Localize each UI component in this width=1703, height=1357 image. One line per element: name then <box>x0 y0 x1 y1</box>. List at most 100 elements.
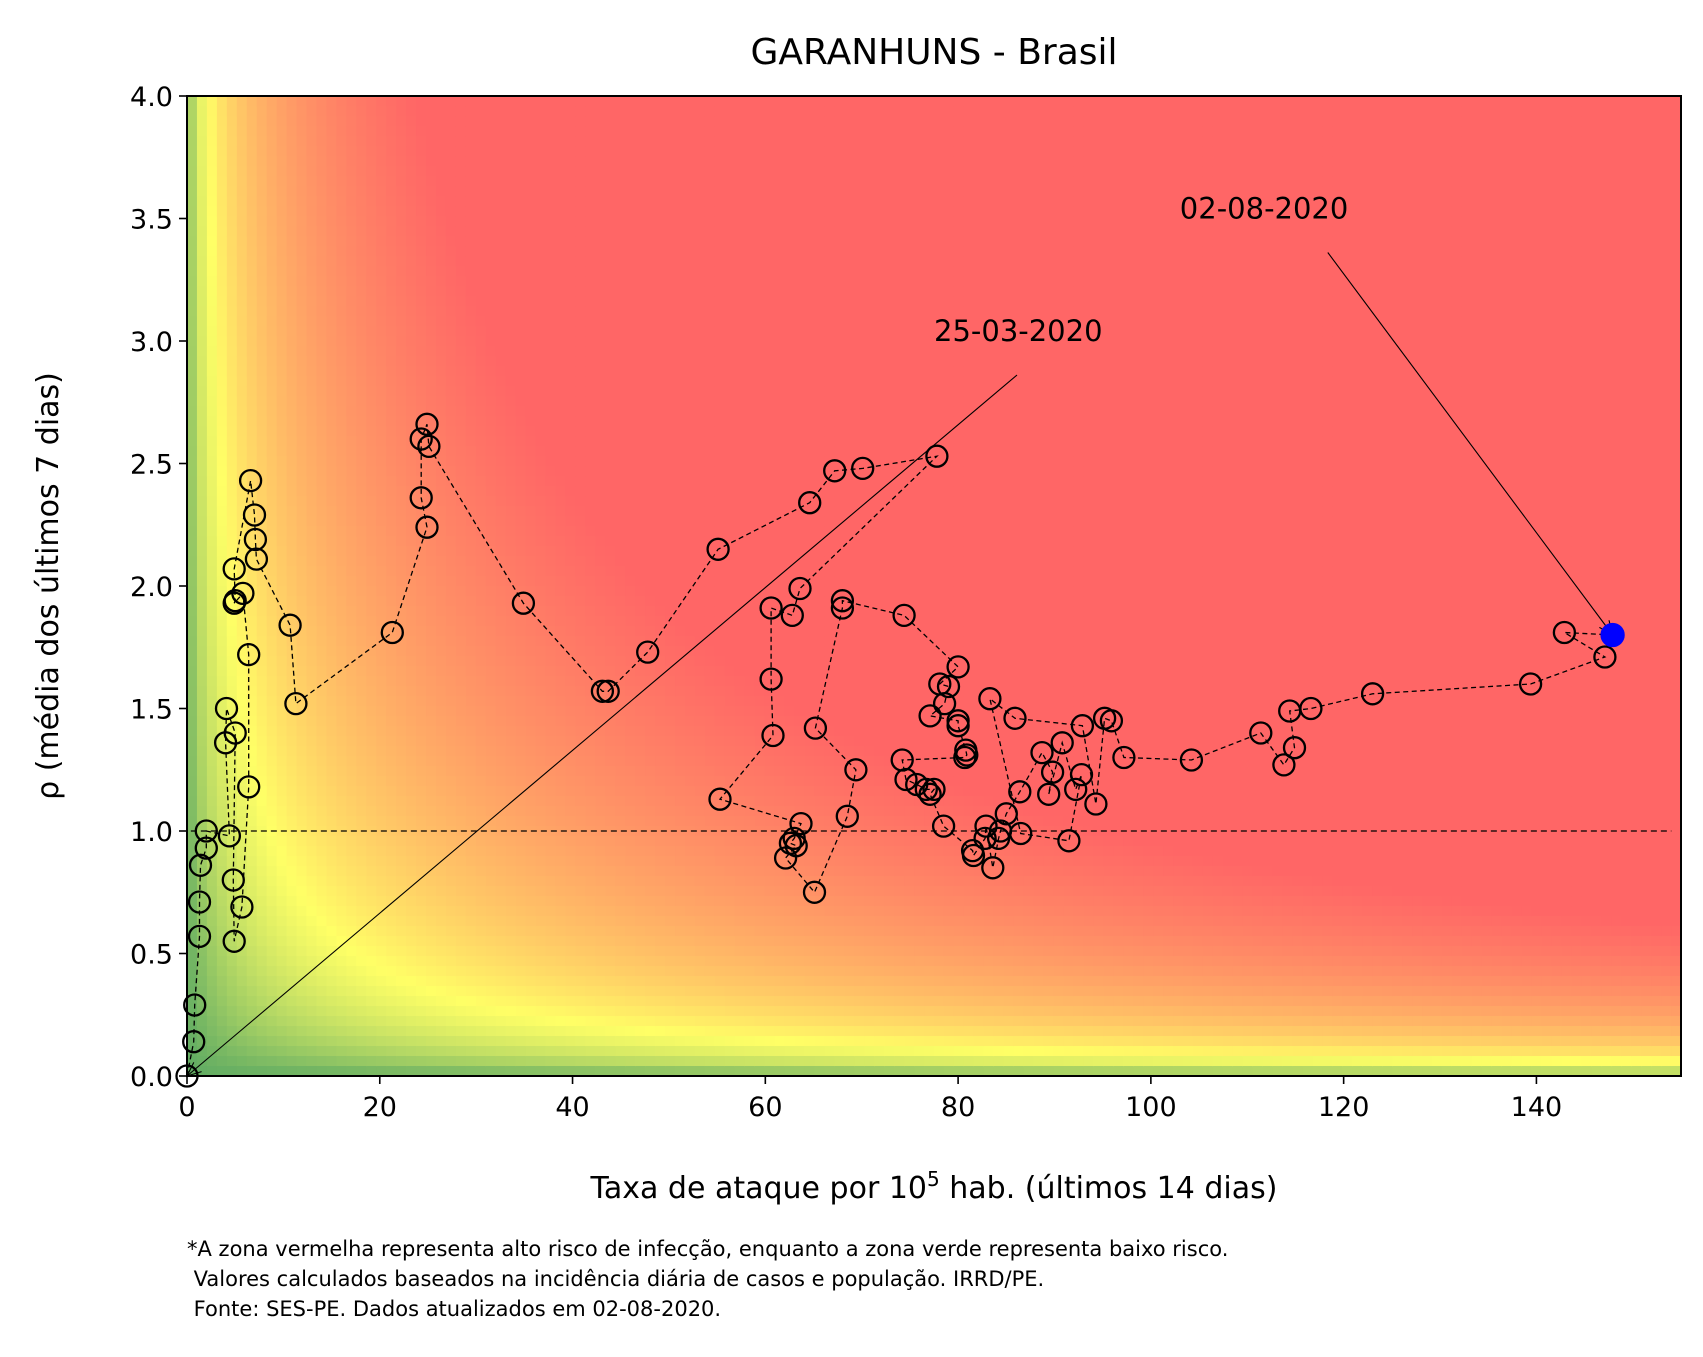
risk-cell <box>625 726 636 737</box>
risk-cell <box>376 806 387 817</box>
risk-cell <box>336 356 348 367</box>
risk-cell <box>286 846 298 857</box>
risk-cell <box>346 106 358 117</box>
risk-cell <box>665 566 676 577</box>
risk-cell <box>455 726 467 737</box>
risk-cell <box>625 946 636 957</box>
risk-cell <box>246 286 258 297</box>
risk-cell <box>236 536 248 547</box>
risk-cell <box>555 666 567 677</box>
risk-cell <box>266 386 278 397</box>
risk-cell <box>276 936 288 947</box>
risk-cell <box>256 616 268 627</box>
risk-cell <box>615 856 626 867</box>
risk-cell <box>356 466 367 477</box>
risk-cell <box>246 296 258 307</box>
risk-cell <box>565 906 577 917</box>
risk-cell <box>545 536 557 547</box>
risk-cell <box>356 226 367 237</box>
risk-cell <box>336 1016 348 1027</box>
risk-cell <box>605 646 616 657</box>
risk-cell <box>236 856 248 867</box>
risk-cell <box>196 846 208 857</box>
risk-cell <box>525 796 537 807</box>
risk-cell <box>226 1006 238 1017</box>
risk-cell <box>655 546 666 557</box>
risk-cell <box>625 496 636 507</box>
risk-cell <box>396 636 407 647</box>
risk-cell <box>625 546 636 557</box>
risk-cell <box>426 186 437 197</box>
risk-cell <box>366 356 377 367</box>
risk-cell <box>426 266 437 277</box>
risk-cell <box>605 896 616 907</box>
risk-cell <box>216 476 228 487</box>
risk-cell <box>256 556 268 567</box>
risk-cell <box>455 286 467 297</box>
risk-cell <box>535 996 547 1007</box>
risk-cell <box>515 206 527 217</box>
risk-cell <box>505 536 517 547</box>
risk-cell <box>605 176 616 187</box>
risk-cell <box>286 186 298 197</box>
risk-cell <box>685 496 696 507</box>
risk-cell <box>525 366 537 377</box>
risk-cell <box>555 946 567 957</box>
risk-cell <box>565 496 577 507</box>
risk-cell <box>436 316 447 327</box>
risk-cell <box>406 386 417 397</box>
risk-cell <box>595 886 607 897</box>
risk-cell <box>495 776 507 787</box>
risk-cell <box>445 646 457 657</box>
risk-cell <box>406 786 417 797</box>
risk-cell <box>346 376 358 387</box>
risk-cell <box>485 266 497 277</box>
risk-cell <box>236 596 248 607</box>
risk-cell <box>266 946 278 957</box>
risk-cell <box>426 146 437 157</box>
risk-cell <box>585 136 597 147</box>
risk-cell <box>276 336 288 347</box>
risk-cell <box>515 756 527 767</box>
risk-cell <box>256 986 268 997</box>
risk-cell <box>426 586 437 597</box>
risk-cell <box>475 326 487 337</box>
risk-cell <box>515 576 527 587</box>
risk-cell <box>485 636 497 647</box>
risk-cell <box>555 1036 567 1047</box>
risk-cell <box>246 236 258 247</box>
risk-cell <box>555 816 567 827</box>
risk-cell <box>316 436 328 447</box>
risk-cell <box>475 656 487 667</box>
risk-cell <box>406 656 417 667</box>
risk-cell <box>485 746 497 757</box>
risk-cell <box>495 306 507 317</box>
risk-cell <box>565 246 577 257</box>
risk-cell <box>296 926 308 937</box>
risk-cell <box>436 986 447 997</box>
risk-cell <box>316 296 328 307</box>
risk-cell <box>406 1006 417 1017</box>
risk-cell <box>615 96 626 107</box>
risk-cell <box>675 126 686 137</box>
risk-cell <box>286 756 298 767</box>
risk-cell <box>236 676 248 687</box>
risk-cell <box>296 686 308 697</box>
risk-cell <box>645 676 656 687</box>
risk-cell <box>455 676 467 687</box>
risk-cell <box>376 486 387 497</box>
risk-cell <box>575 336 587 347</box>
risk-cell <box>615 156 626 167</box>
risk-cell <box>465 496 477 507</box>
risk-cell <box>535 266 547 277</box>
risk-cell <box>386 906 397 917</box>
risk-cell <box>336 766 348 777</box>
risk-cell <box>545 676 557 687</box>
risk-cell <box>266 456 278 467</box>
risk-cell <box>246 606 258 617</box>
risk-cell <box>475 896 487 907</box>
risk-cell <box>565 946 577 957</box>
risk-cell <box>625 336 636 347</box>
risk-cell <box>505 346 517 357</box>
risk-cell <box>615 286 626 297</box>
